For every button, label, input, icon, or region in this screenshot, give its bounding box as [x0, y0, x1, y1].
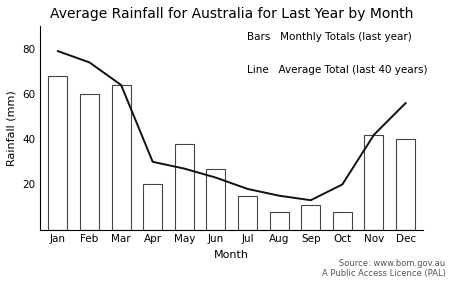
X-axis label: Month: Month — [214, 250, 249, 260]
Y-axis label: Rainfall (mm): Rainfall (mm) — [7, 90, 17, 166]
Bar — [175, 144, 194, 230]
Bar — [302, 205, 320, 230]
Bar — [207, 169, 225, 230]
Text: Bars   Monthly Totals (last year): Bars Monthly Totals (last year) — [247, 32, 412, 42]
Bar — [49, 76, 68, 230]
Text: Line   Average Total (last 40 years): Line Average Total (last 40 years) — [247, 65, 428, 75]
Title: Average Rainfall for Australia for Last Year by Month: Average Rainfall for Australia for Last … — [50, 7, 414, 21]
Bar — [112, 85, 130, 230]
Bar — [270, 212, 288, 230]
Text: Source: www.bom.gov.au
A Public Access Licence (PAL): Source: www.bom.gov.au A Public Access L… — [322, 259, 446, 278]
Bar — [238, 196, 257, 230]
Bar — [80, 94, 99, 230]
Bar — [333, 212, 352, 230]
Bar — [143, 184, 162, 230]
Bar — [364, 135, 383, 230]
Bar — [396, 139, 415, 230]
